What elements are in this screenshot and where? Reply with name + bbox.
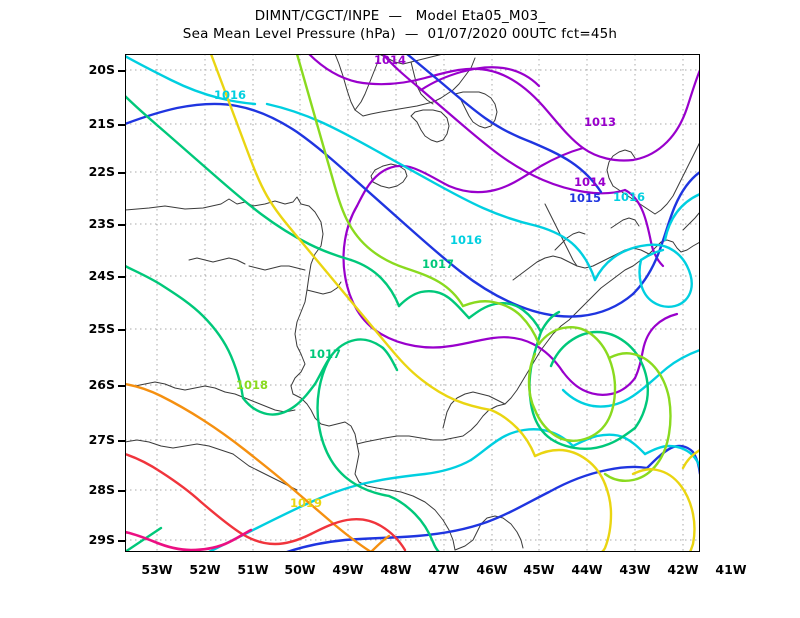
- x-tick-label-41w: 41W: [715, 562, 747, 577]
- y-tick-label-22s: 22S: [88, 164, 115, 179]
- contour-label-1017-lower: 1017: [309, 347, 342, 361]
- x-tick-label-50w: 50W: [284, 562, 316, 577]
- x-tick-label-46w: 46W: [476, 562, 508, 577]
- contour-1022: [125, 528, 253, 552]
- contour-label-1018: 1018: [236, 378, 269, 392]
- contour-1017-west: [125, 264, 399, 498]
- x-tick-label-53w: 53W: [141, 562, 173, 577]
- x-tick-label-52w: 52W: [189, 562, 221, 577]
- y-tick-mark: [118, 276, 125, 278]
- contour-1021: [125, 452, 407, 552]
- x-tick-label-49w: 49W: [332, 562, 364, 577]
- x-tick-label-44w: 44W: [571, 562, 603, 577]
- x-tick-label-45w: 45W: [523, 562, 555, 577]
- y-tick-mark: [118, 490, 125, 492]
- y-tick-mark: [118, 329, 125, 331]
- contour-1013: [307, 54, 700, 208]
- chart-subtitle-line-2: Sea Mean Level Pressure (hPa) — 01/07/20…: [182, 26, 618, 42]
- contour-1017-south: [125, 494, 441, 552]
- x-tick-label-47w: 47W: [428, 562, 460, 577]
- contour-label-1017-upper: 1017: [422, 257, 455, 271]
- x-tick-label-42w: 42W: [667, 562, 699, 577]
- contour-label-1016-right: 1016: [613, 190, 646, 204]
- y-tick-label-25s: 25S: [88, 321, 115, 336]
- contour-1018: [295, 54, 672, 482]
- contour-label-1016-upper-left: 1016: [214, 88, 247, 102]
- chart-title-line-1: DIMNT/CGCT/INPE — Model Eta05_M03_: [254, 8, 546, 24]
- y-tick-label-28s: 28S: [88, 482, 115, 497]
- contour-1015: [125, 54, 700, 318]
- plot-area: [125, 54, 700, 552]
- x-tick-label-48w: 48W: [380, 562, 412, 577]
- contour-map-svg: [125, 54, 700, 552]
- x-tick-label-43w: 43W: [619, 562, 651, 577]
- y-tick-mark: [118, 385, 125, 387]
- y-tick-label-23s: 23S: [88, 216, 115, 231]
- y-tick-mark: [118, 70, 125, 72]
- y-tick-mark: [118, 440, 125, 442]
- contour-label-1019: 1019: [290, 496, 323, 510]
- contour-1020: [125, 382, 391, 552]
- y-tick-mark: [118, 124, 125, 126]
- contour-label-1015: 1015: [569, 191, 602, 205]
- x-tick-label-51w: 51W: [237, 562, 269, 577]
- contour-label-1016-coast: 1016: [450, 233, 483, 247]
- y-tick-label-29s: 29S: [88, 532, 115, 547]
- contour-label-1014-right: 1014: [574, 175, 607, 189]
- y-tick-mark: [118, 540, 125, 542]
- y-tick-label-20s: 20S: [88, 62, 115, 77]
- y-tick-mark: [118, 172, 125, 174]
- contour-1019: [209, 54, 700, 552]
- y-tick-label-26s: 26S: [88, 377, 115, 392]
- contour-1017: [125, 94, 649, 450]
- y-tick-mark: [118, 224, 125, 226]
- y-tick-label-24s: 24S: [88, 268, 115, 283]
- contour-label-1014-top: 1014: [374, 53, 407, 67]
- contour-label-1013: 1013: [584, 115, 617, 129]
- contour-1016-lower: [207, 428, 700, 552]
- y-tick-label-21s: 21S: [88, 116, 115, 131]
- y-tick-label-27s: 27S: [88, 432, 115, 447]
